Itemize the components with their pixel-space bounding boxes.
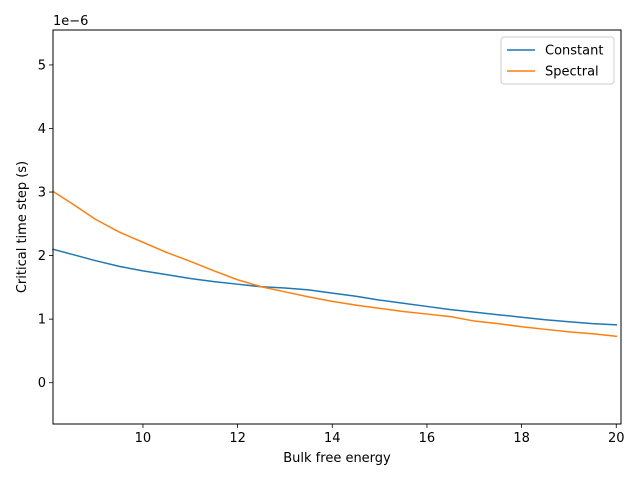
y-axis: 0 1 2 3 4 5: [38, 58, 53, 391]
x-tick-label: 16: [419, 431, 436, 446]
x-axis: 10 12 14 16 18 20: [135, 424, 625, 446]
series-line-constant: [52, 248, 618, 326]
legend-label-spectral: Spectral: [545, 65, 599, 80]
y-tick-label: 4: [38, 122, 46, 137]
y-tick-label: 1: [38, 313, 46, 328]
y-tick-label: 5: [38, 58, 46, 73]
y-tick-label: 0: [38, 376, 46, 391]
x-tick-label: 12: [229, 431, 246, 446]
x-tick-label: 18: [513, 431, 530, 446]
legend-label-constant: Constant: [545, 44, 603, 59]
plot-area: [51, 190, 618, 338]
y-tick-label: 3: [38, 186, 46, 201]
legend: Constant Spectral: [500, 36, 615, 85]
series-line-spectral: [51, 190, 618, 338]
x-tick-label: 14: [324, 431, 341, 446]
x-tick-label: 10: [135, 431, 152, 446]
plot-frame: [52, 29, 622, 425]
y-offset-text: 1e−6: [53, 14, 88, 29]
x-axis-label: Bulk free energy: [283, 451, 391, 466]
x-tick-label: 20: [608, 431, 625, 446]
legend-box: [500, 36, 615, 85]
y-tick-label: 2: [38, 249, 46, 264]
y-axis-label: Critical time step (s): [15, 161, 30, 293]
